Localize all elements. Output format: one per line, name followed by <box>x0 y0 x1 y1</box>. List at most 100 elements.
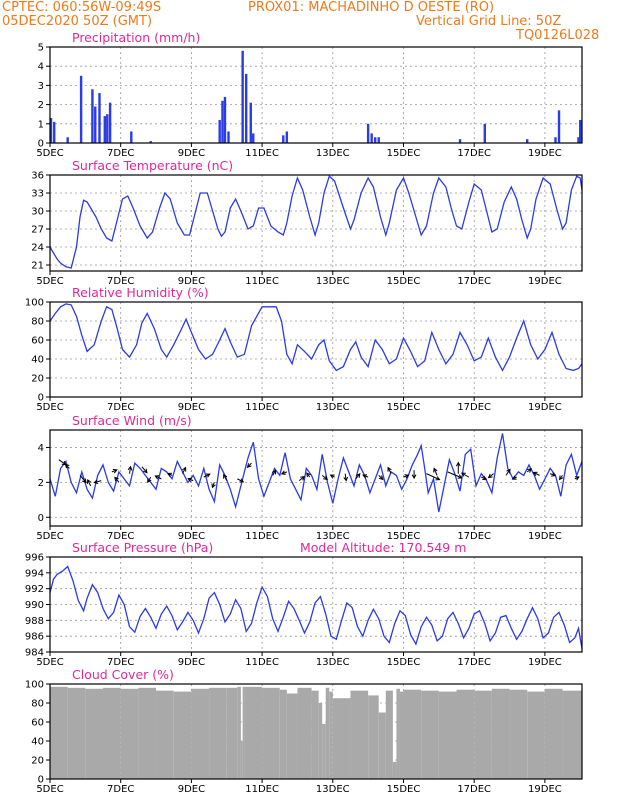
wind-vector <box>321 474 328 480</box>
precip-bar <box>282 135 285 143</box>
cloud-cover-segment <box>368 695 379 779</box>
x-tick-label: 17DEC <box>457 531 491 542</box>
y-tick-label: 984 <box>25 648 44 659</box>
y-tick-label: 0 <box>38 513 44 524</box>
precip-bar <box>53 121 56 143</box>
y-tick-label: 60 <box>31 718 44 729</box>
cloud-cover-segment <box>156 690 174 779</box>
precip-bar <box>370 133 373 143</box>
y-tick-label: 100 <box>25 680 44 691</box>
cloud-cover-segment <box>421 690 439 779</box>
x-tick-label: 7DEC <box>107 531 134 542</box>
wind-vector-head <box>387 466 392 472</box>
y-tick-label: 1 <box>38 119 44 130</box>
wind-vector-head <box>551 472 557 477</box>
wind-vector <box>94 480 102 484</box>
wind-vector-head <box>574 476 580 481</box>
x-tick-label: 19DEC <box>528 784 562 795</box>
wind-vector-head <box>143 468 148 474</box>
cloud-cover-segment <box>191 688 210 779</box>
wind-vector-head <box>532 471 538 476</box>
cloud-cover-segment <box>329 691 333 779</box>
cloud-cover-segment <box>262 687 280 779</box>
x-tick-label: 7DEC <box>107 402 134 413</box>
x-tick-label: 17DEC <box>457 148 491 159</box>
precip-bar <box>526 139 529 143</box>
wind-vector-head <box>64 463 70 469</box>
wind-vector <box>141 466 148 473</box>
x-tick-label: 15DEC <box>387 402 421 413</box>
x-tick-label: 5DEC <box>36 148 63 159</box>
cloud-cover-segment <box>332 698 351 779</box>
y-tick-label: 994 <box>25 568 44 579</box>
y-tick-label: 40 <box>31 355 44 366</box>
x-tick-label: 9DEC <box>178 148 205 159</box>
wind-vector-head <box>433 467 438 473</box>
cloud-cover-segment <box>403 689 422 779</box>
wind-vector-head <box>82 478 87 484</box>
wind-vector-head <box>460 472 466 477</box>
y-tick-label: 996 <box>25 553 44 564</box>
wind-vector-head <box>411 474 417 480</box>
wind-vector-head <box>404 474 410 479</box>
cloud-cover-segment <box>325 687 330 779</box>
y-tick-label: 0 <box>38 139 44 150</box>
header-model-id: TQ0126L028 <box>516 28 600 43</box>
precip-bar <box>483 123 486 143</box>
y-tick-label: 0 <box>38 393 44 404</box>
wind-vector-head <box>355 473 361 478</box>
precip-bar <box>458 139 462 143</box>
y-tick-label: 21 <box>31 261 44 272</box>
panel-frame <box>49 46 583 144</box>
x-tick-label: 5DEC <box>36 276 63 287</box>
cloud-cover-segment <box>544 688 563 779</box>
cloud-cover-segment <box>237 686 241 779</box>
panel-title: Surface Pressure (hPa) <box>72 540 213 555</box>
precip-bar <box>285 131 289 143</box>
y-tick-label: 27 <box>31 225 44 236</box>
wind-vector <box>447 471 462 479</box>
y-tick-label: 992 <box>25 584 44 595</box>
precip-bar <box>94 106 97 143</box>
precip-bar <box>579 119 582 143</box>
header-station-name: PROX01: MACHADINHO D OESTE (RO) <box>248 0 495 15</box>
x-tick-label: 11DEC <box>245 402 279 413</box>
cloud-cover-segment <box>173 691 192 779</box>
cloud-cover-segment <box>527 691 545 779</box>
wind-vector-head <box>93 479 99 484</box>
y-tick-label: 24 <box>31 243 44 254</box>
wind-vector <box>129 466 132 474</box>
panel-title: Relative Humidity (%) <box>72 285 209 300</box>
y-tick-label: 4 <box>38 62 44 73</box>
wind-vector-head <box>362 474 368 479</box>
wind-vector <box>298 476 305 482</box>
cloud-cover-segment <box>456 689 475 779</box>
precip-bar <box>227 131 230 143</box>
wind-vector-head <box>323 475 329 481</box>
wind-vector-head <box>239 478 245 483</box>
y-tick-label: 33 <box>31 189 44 200</box>
cloud-cover-segment <box>103 687 121 779</box>
cloud-cover-segment <box>244 686 263 779</box>
y-tick-label: 986 <box>25 632 44 643</box>
series-line <box>49 433 583 513</box>
x-tick-label: 11DEC <box>245 276 279 287</box>
series-line <box>49 175 583 269</box>
cloud-cover-segment <box>318 703 323 779</box>
precip-bar <box>108 102 112 143</box>
wind-vector <box>79 475 87 483</box>
y-tick-label: 4 <box>38 443 44 454</box>
x-tick-label: 13DEC <box>316 276 350 287</box>
precip-bar <box>79 75 83 143</box>
precip-bar <box>49 118 53 143</box>
header-run-time: 05DEC2020 50Z (GMT) <box>2 14 153 29</box>
wind-vector-head <box>87 478 92 484</box>
wind-vector-head <box>205 473 211 478</box>
cloud-cover-segment <box>474 690 492 779</box>
panel-title: Surface Temperature (nC) <box>72 158 233 173</box>
x-tick-label: 9DEC <box>178 784 205 795</box>
x-tick-label: 9DEC <box>178 276 205 287</box>
wind-vector-head <box>211 483 216 489</box>
x-tick-label: 7DEC <box>107 657 134 668</box>
wind-vector-head <box>246 463 252 468</box>
